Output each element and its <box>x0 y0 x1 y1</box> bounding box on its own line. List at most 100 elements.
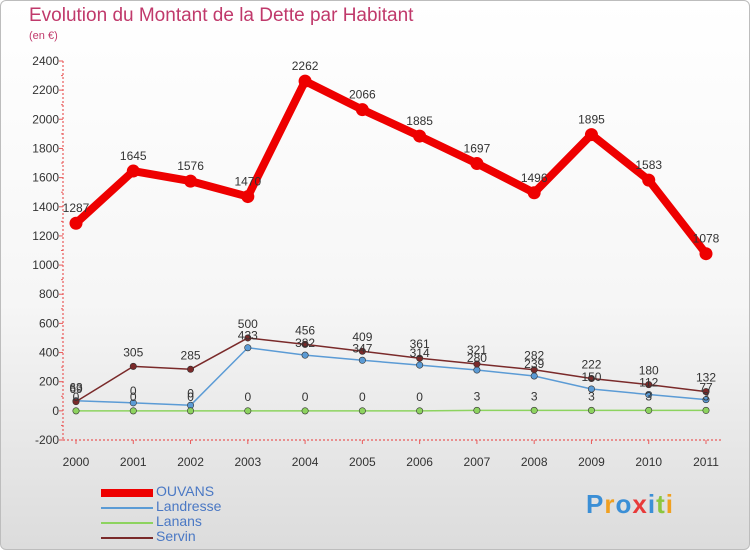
data-label-lanans: 3 <box>474 389 481 403</box>
data-label-servin: 361 <box>410 337 430 351</box>
x-tick-label: 2002 <box>177 455 204 469</box>
x-tick-label: 2007 <box>464 455 491 469</box>
legend-label: Landresse <box>156 498 222 514</box>
legend-label: Servin <box>156 528 196 544</box>
data-point-servin <box>530 366 538 374</box>
data-label-ouvans: 2262 <box>292 59 319 73</box>
brand-letter: i <box>647 489 657 519</box>
data-point-servin <box>473 360 481 368</box>
legend-label: OUVANS <box>156 483 215 499</box>
data-label-servin: 132 <box>696 371 716 385</box>
y-tick-label: 400 <box>39 346 59 360</box>
data-label-servin: 285 <box>181 348 201 362</box>
data-point-ouvans <box>241 190 255 204</box>
brand-letter: i <box>665 489 674 519</box>
data-point-landresse <box>416 361 424 369</box>
data-label-landresse: 0 <box>187 386 194 400</box>
y-tick-label: 2400 <box>32 54 59 68</box>
data-point-ouvans <box>470 156 484 170</box>
data-point-lanans <box>645 406 653 414</box>
x-tick-label: 2006 <box>406 455 433 469</box>
data-point-ouvans <box>527 186 541 200</box>
data-point-servin <box>587 374 595 382</box>
series-line-landresse <box>75 346 707 407</box>
x-tick-label: 2001 <box>120 455 147 469</box>
data-label-lanans: 3 <box>531 389 538 403</box>
data-label-ouvans: 1895 <box>578 113 605 127</box>
data-label-ouvans: 1583 <box>635 158 662 172</box>
y-tick-label: 1600 <box>32 171 59 185</box>
data-label-servin: 321 <box>467 343 487 357</box>
x-tick-label: 2005 <box>349 455 376 469</box>
data-point-landresse <box>129 399 137 407</box>
brand-letter: t <box>656 489 666 519</box>
data-label-servin: 456 <box>295 323 315 337</box>
data-label-landresse: 347 <box>352 341 372 355</box>
data-point-ouvans <box>355 103 369 117</box>
data-label-ouvans: 1885 <box>406 114 433 128</box>
data-label-lanans: 0 <box>359 390 366 404</box>
data-point-landresse <box>702 396 710 404</box>
data-point-landresse <box>244 344 252 352</box>
data-point-servin <box>358 347 366 355</box>
data-label-servin: 63 <box>69 381 83 395</box>
series-line-servin <box>75 337 707 403</box>
data-point-servin <box>645 381 653 389</box>
series-line-ouvans <box>72 77 710 258</box>
y-tick-label: -200 <box>35 433 59 447</box>
data-label-ouvans: 1645 <box>120 149 147 163</box>
data-label-landresse: 0 <box>130 384 137 398</box>
data-point-lanans <box>301 407 309 415</box>
data-label-landresse: 77 <box>699 381 713 395</box>
y-tick-label: 0 <box>52 404 59 418</box>
data-point-ouvans <box>69 216 83 230</box>
x-tick-label: 2008 <box>521 455 548 469</box>
y-tick-label: 1800 <box>32 141 59 155</box>
data-point-ouvans <box>184 174 198 188</box>
data-label-landresse: 69 <box>69 382 83 396</box>
data-label-servin: 282 <box>524 349 544 363</box>
data-label-landresse: 239 <box>524 357 544 371</box>
data-point-landresse <box>645 391 653 399</box>
data-point-ouvans <box>298 74 312 88</box>
data-label-servin: 409 <box>352 330 372 344</box>
x-tick-label: 2009 <box>578 455 605 469</box>
data-point-lanans <box>358 407 366 415</box>
data-label-lanans: 0 <box>187 390 194 404</box>
data-point-lanans <box>587 406 595 414</box>
data-point-ouvans <box>699 247 713 261</box>
data-point-servin <box>702 388 710 396</box>
data-label-lanans: 0 <box>244 390 251 404</box>
data-label-ouvans: 1576 <box>177 159 204 173</box>
y-tick-label: 1000 <box>32 258 59 272</box>
data-point-lanans <box>530 406 538 414</box>
legend-label: Lanans <box>156 513 202 529</box>
data-point-ouvans <box>126 164 140 178</box>
data-point-lanans <box>473 406 481 414</box>
data-label-lanans: 3 <box>645 389 652 403</box>
proxiti-logo: Proxiti <box>586 489 674 520</box>
data-label-ouvans: 2066 <box>349 88 376 102</box>
data-label-servin: 180 <box>639 364 659 378</box>
x-tick-label: 2010 <box>635 455 662 469</box>
legend-swatch <box>101 522 153 524</box>
data-label-landresse: 433 <box>238 329 258 343</box>
data-point-lanans <box>244 407 252 415</box>
data-point-lanans <box>702 406 710 414</box>
data-label-lanans: 0 <box>416 390 423 404</box>
data-point-landresse <box>587 385 595 393</box>
data-label-landresse: 150 <box>581 370 601 384</box>
x-tick-label: 2000 <box>63 455 90 469</box>
data-label-ouvans: 1078 <box>693 232 720 246</box>
data-point-lanans <box>187 407 195 415</box>
y-tick-label: 200 <box>39 375 59 389</box>
brand-letter: P <box>586 489 605 519</box>
x-tick-label: 2011 <box>693 455 719 469</box>
data-point-servin <box>72 398 80 406</box>
brand-letter: o <box>615 489 633 519</box>
data-label-ouvans: 1287 <box>63 201 90 215</box>
data-label-servin: 500 <box>238 317 258 331</box>
y-tick-label: 2000 <box>32 112 59 126</box>
data-label-lanans: 0 <box>130 390 137 404</box>
